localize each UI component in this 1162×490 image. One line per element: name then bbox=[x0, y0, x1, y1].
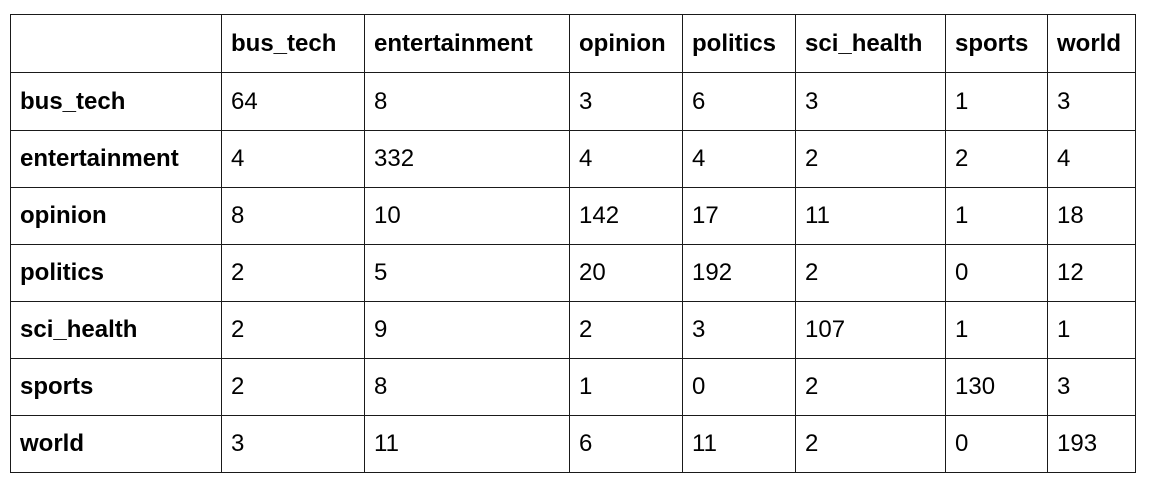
table-cell: 3 bbox=[569, 72, 683, 131]
corner-cell bbox=[10, 14, 222, 73]
table-cell: 2 bbox=[795, 244, 946, 302]
table-cell: 332 bbox=[364, 130, 570, 188]
table-cell: 193 bbox=[1047, 415, 1136, 473]
column-header-world: world bbox=[1047, 14, 1136, 73]
table-cell: 2 bbox=[795, 415, 946, 473]
table-cell: 4 bbox=[1047, 130, 1136, 188]
table-cell: 64 bbox=[221, 72, 365, 131]
table-cell: 17 bbox=[682, 187, 796, 245]
table-cell: 5 bbox=[364, 244, 570, 302]
column-header-opinion: opinion bbox=[569, 14, 683, 73]
table-cell: 2 bbox=[221, 358, 365, 416]
table-cell: 4 bbox=[221, 130, 365, 188]
table-cell: 0 bbox=[682, 358, 796, 416]
table-cell: 130 bbox=[945, 358, 1048, 416]
table-cell: 11 bbox=[364, 415, 570, 473]
table-cell: 11 bbox=[795, 187, 946, 245]
table-cell: 192 bbox=[682, 244, 796, 302]
table-cell: 2 bbox=[221, 301, 365, 359]
row-header: sci_health bbox=[10, 301, 222, 359]
table-cell: 8 bbox=[221, 187, 365, 245]
row-header: bus_tech bbox=[10, 72, 222, 131]
table-cell: 1 bbox=[569, 358, 683, 416]
table-cell: 1 bbox=[945, 187, 1048, 245]
table-cell: 8 bbox=[364, 358, 570, 416]
table-cell: 3 bbox=[1047, 72, 1136, 131]
confusion-matrix-table: bus_tech entertainment opinion politics … bbox=[10, 14, 1136, 473]
table-cell: 2 bbox=[945, 130, 1048, 188]
table-cell: 4 bbox=[682, 130, 796, 188]
table-cell: 6 bbox=[569, 415, 683, 473]
table-row: politics 2 5 20 192 2 0 12 bbox=[10, 244, 1136, 302]
table-cell: 6 bbox=[682, 72, 796, 131]
table-cell: 9 bbox=[364, 301, 570, 359]
table-row: sports 2 8 1 0 2 130 3 bbox=[10, 358, 1136, 416]
table-cell: 2 bbox=[221, 244, 365, 302]
table-cell: 20 bbox=[569, 244, 683, 302]
column-header-sci-health: sci_health bbox=[795, 14, 946, 73]
row-header: world bbox=[10, 415, 222, 473]
header-row: bus_tech entertainment opinion politics … bbox=[10, 14, 1136, 73]
row-header: sports bbox=[10, 358, 222, 416]
table-cell: 3 bbox=[1047, 358, 1136, 416]
table-cell: 10 bbox=[364, 187, 570, 245]
table-cell: 3 bbox=[795, 72, 946, 131]
table-cell: 1 bbox=[945, 72, 1048, 131]
table-cell: 11 bbox=[682, 415, 796, 473]
table-cell: 2 bbox=[569, 301, 683, 359]
table-cell: 0 bbox=[945, 415, 1048, 473]
table-cell: 142 bbox=[569, 187, 683, 245]
table-cell: 1 bbox=[945, 301, 1048, 359]
row-header: opinion bbox=[10, 187, 222, 245]
row-header: politics bbox=[10, 244, 222, 302]
column-header-sports: sports bbox=[945, 14, 1048, 73]
column-header-politics: politics bbox=[682, 14, 796, 73]
table-cell: 3 bbox=[221, 415, 365, 473]
table-cell: 1 bbox=[1047, 301, 1136, 359]
column-header-bus-tech: bus_tech bbox=[221, 14, 365, 73]
table-cell: 18 bbox=[1047, 187, 1136, 245]
table-cell: 3 bbox=[682, 301, 796, 359]
column-header-entertainment: entertainment bbox=[364, 14, 570, 73]
table-cell: 2 bbox=[795, 130, 946, 188]
table-cell: 8 bbox=[364, 72, 570, 131]
table-row: opinion 8 10 142 17 11 1 18 bbox=[10, 187, 1136, 245]
table-row: entertainment 4 332 4 4 2 2 4 bbox=[10, 130, 1136, 188]
table-cell: 2 bbox=[795, 358, 946, 416]
table-row: world 3 11 6 11 2 0 193 bbox=[10, 415, 1136, 473]
row-header: entertainment bbox=[10, 130, 222, 188]
table-cell: 12 bbox=[1047, 244, 1136, 302]
table-cell: 4 bbox=[569, 130, 683, 188]
table-row: bus_tech 64 8 3 6 3 1 3 bbox=[10, 72, 1136, 131]
table-row: sci_health 2 9 2 3 107 1 1 bbox=[10, 301, 1136, 359]
table-cell: 0 bbox=[945, 244, 1048, 302]
table-cell: 107 bbox=[795, 301, 946, 359]
